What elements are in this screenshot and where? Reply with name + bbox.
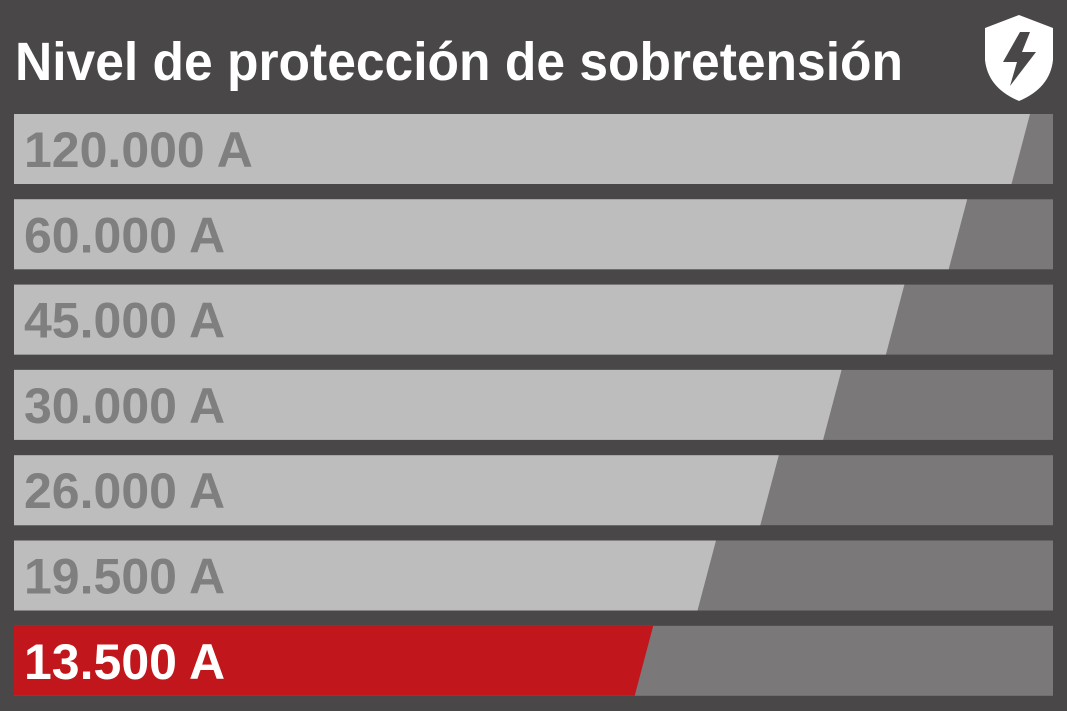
row-fill <box>14 369 842 440</box>
rows: 120.000 A 60.000 A 45.000 A 30.000 A 26.000 … <box>14 114 1053 696</box>
row-fill <box>14 199 968 270</box>
shield-icon <box>985 15 1053 101</box>
title: Nivel de protección de sobretensión <box>15 32 903 92</box>
row-label: 19.500 A <box>24 549 225 605</box>
row-fill <box>14 114 1030 184</box>
row-label: 60.000 A <box>24 207 225 263</box>
row-fill <box>14 284 905 355</box>
row-label: 120.000 A <box>24 122 253 178</box>
row-label: 26.000 A <box>24 463 225 519</box>
row-label: 30.000 A <box>24 378 225 434</box>
row-label: 13.500 A <box>24 634 225 690</box>
row-fill <box>14 625 654 696</box>
row-fill <box>14 540 716 611</box>
bolt <box>1003 32 1036 86</box>
row-fill <box>14 455 779 526</box>
row-label: 45.000 A <box>24 293 225 349</box>
